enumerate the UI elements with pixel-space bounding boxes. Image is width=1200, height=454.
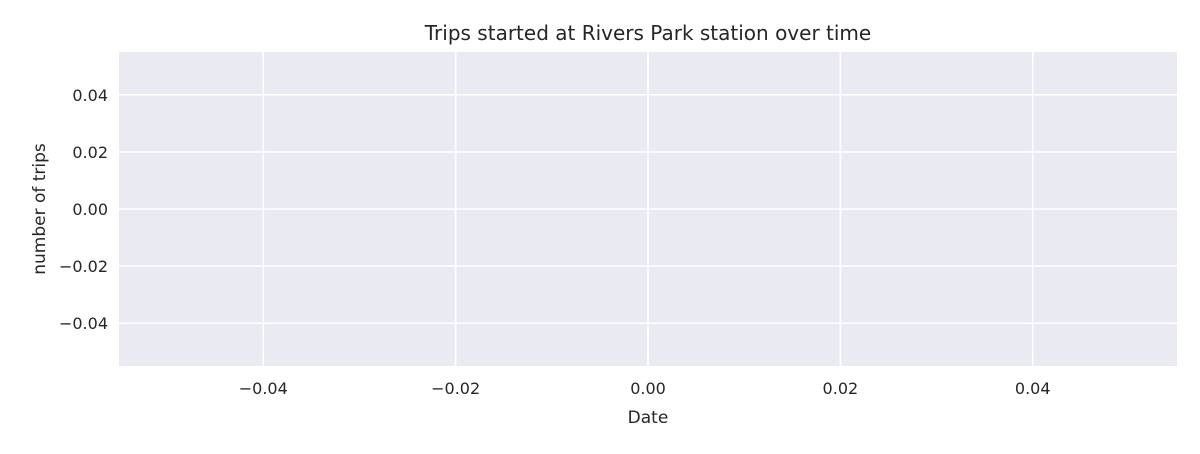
- y-axis-label: number of trips: [30, 143, 50, 275]
- y-tick-label: 0.00: [72, 200, 108, 219]
- x-axis-label: Date: [628, 408, 669, 428]
- x-tick-label: 0.04: [1015, 379, 1051, 398]
- y-tick-labels: 0.04 0.02 0.00 −0.02 −0.04: [59, 86, 108, 333]
- y-tick-label: −0.02: [59, 257, 108, 276]
- chart-title: Trips started at Rivers Park station ove…: [424, 21, 871, 45]
- x-tick-label: 0.02: [823, 379, 859, 398]
- x-tick-labels: −0.04 −0.02 0.00 0.02 0.04: [239, 379, 1051, 398]
- y-tick-label: −0.04: [59, 314, 108, 333]
- x-tick-label: 0.00: [630, 379, 666, 398]
- y-tick-label: 0.04: [72, 86, 108, 105]
- x-tick-label: −0.04: [239, 379, 288, 398]
- y-tick-label: 0.02: [72, 143, 108, 162]
- grid-lines: [119, 52, 1177, 366]
- x-tick-label: −0.02: [431, 379, 480, 398]
